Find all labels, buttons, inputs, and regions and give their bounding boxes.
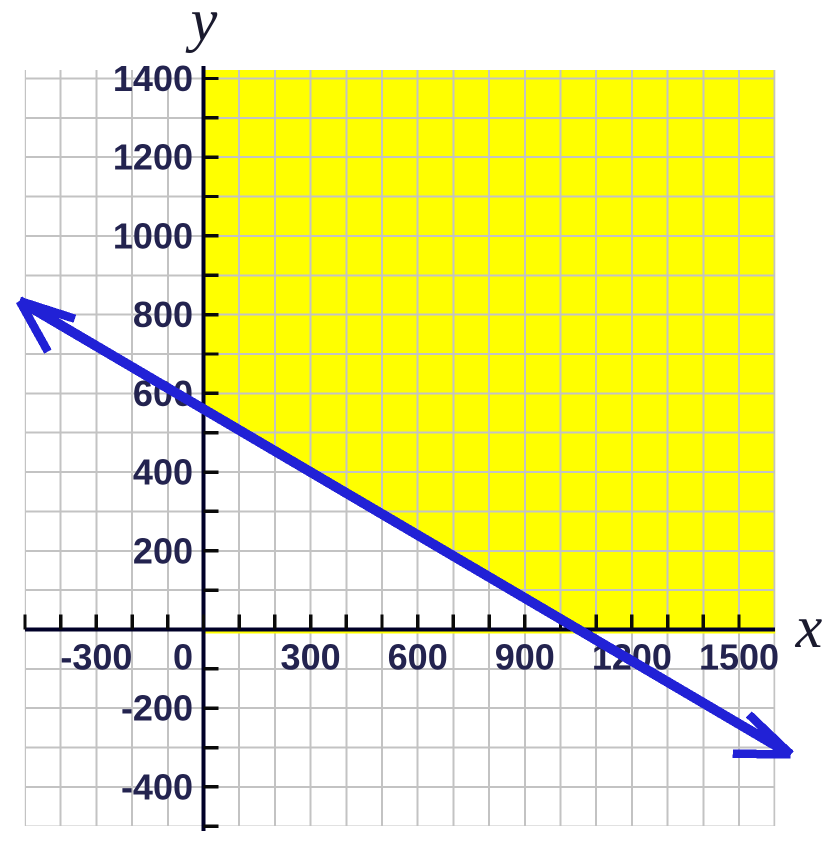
- x-tick-label: 0: [173, 637, 193, 678]
- arrowhead-right: [732, 749, 791, 759]
- x-tick-label: 1500: [699, 637, 779, 678]
- axes-layer: [24, 66, 776, 831]
- y-tick-label: 1200: [113, 137, 193, 178]
- x-tick-label: 300: [281, 637, 341, 678]
- y-tick-label: 200: [133, 530, 193, 571]
- y-tick-label: 1000: [113, 215, 193, 256]
- y-tick-label: 1400: [113, 58, 193, 99]
- region-layer: [203, 70, 776, 630]
- arrowhead-left: [15, 298, 52, 354]
- arrowhead-right: [745, 711, 794, 758]
- x-tick-label: 600: [388, 637, 448, 678]
- line-layer: [15, 296, 794, 759]
- y-tick-label: -400: [121, 766, 193, 807]
- y-tick-label: -200: [121, 688, 193, 729]
- arrowhead-left: [18, 296, 77, 323]
- y-tick-label: 400: [133, 452, 193, 493]
- tick-marks-layer: [23, 76, 741, 828]
- x-axis-title: x: [795, 594, 823, 660]
- x-tick-label: -300: [60, 637, 132, 678]
- shaded-region: [203, 70, 776, 630]
- y-axis-title: y: [190, 0, 218, 53]
- y-tick-label: 800: [133, 294, 193, 335]
- tick-labels-layer: -300030060090012001500140012001000800600…: [60, 58, 779, 807]
- boundary-line: [17, 296, 794, 759]
- x-tick-label: 900: [495, 637, 555, 678]
